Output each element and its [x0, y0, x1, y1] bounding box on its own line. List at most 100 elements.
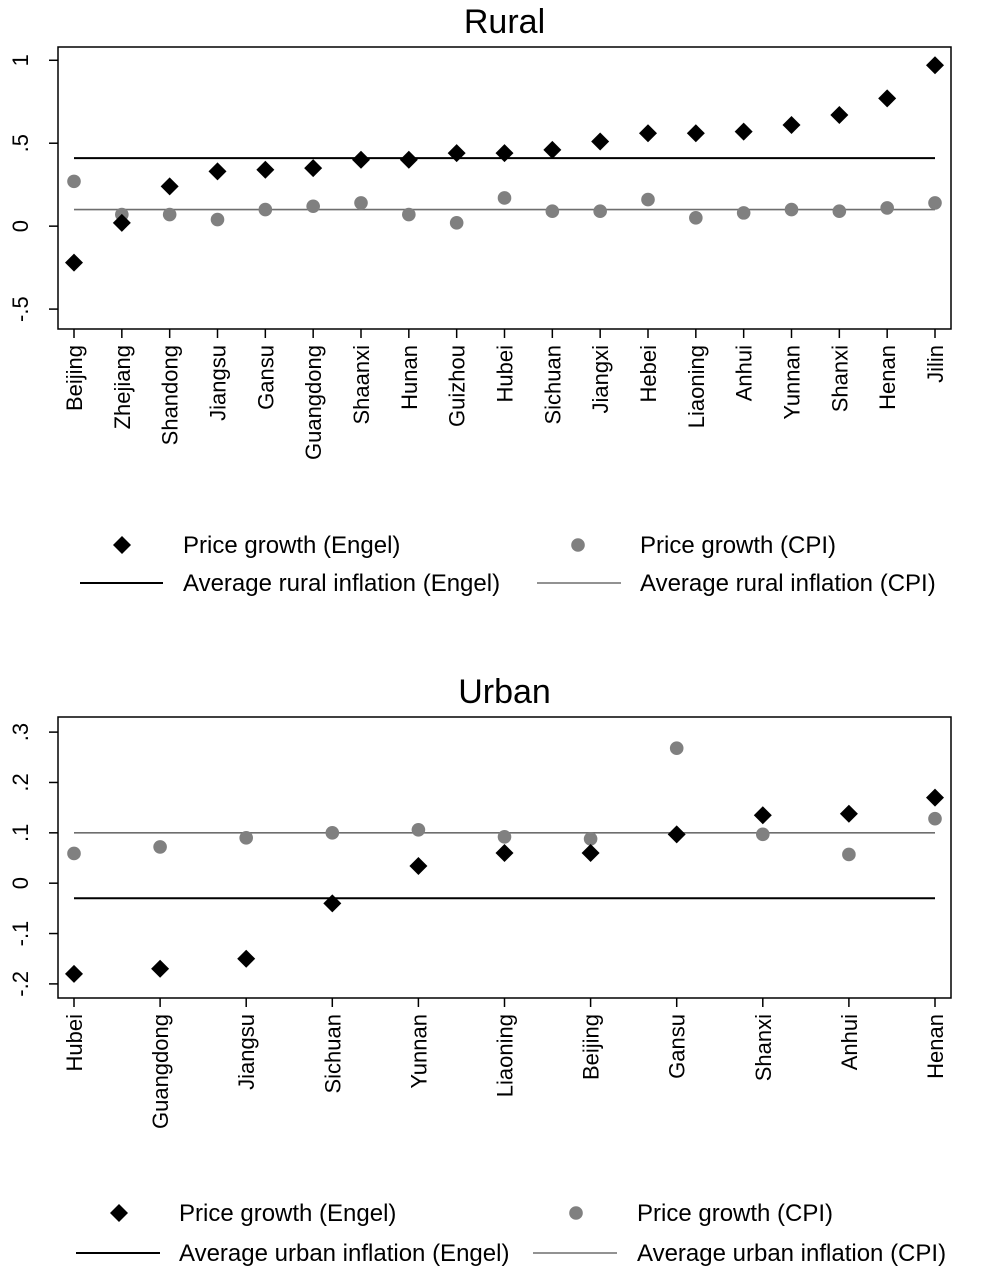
- engel-point: [65, 964, 83, 983]
- x-tick-label: Hubei: [62, 1014, 87, 1071]
- cpi-point: [593, 204, 607, 219]
- engel-point: [782, 115, 801, 134]
- x-tick-label: Sichuan: [320, 1014, 345, 1094]
- x-tick-label: Gansu: [253, 345, 278, 410]
- x-tick-label: Guizhou: [445, 345, 470, 427]
- plot-frame: [57, 46, 952, 330]
- x-tick-label: Beijing: [62, 345, 87, 411]
- y-tick-label: -.2: [8, 971, 33, 997]
- cpi-point: [784, 202, 799, 217]
- legend-engel-marker: [110, 1204, 128, 1222]
- cpi-point: [736, 206, 751, 220]
- x-tick-label: Hunan: [397, 345, 422, 410]
- x-tick-label: Beijing: [579, 1014, 604, 1080]
- legend-average-cpi-label: Average urban inflation (CPI): [637, 1240, 946, 1267]
- y-tick-label: .3: [8, 723, 33, 741]
- engel-point: [112, 213, 131, 232]
- legend-cpi-marker: [571, 538, 585, 552]
- x-tick-label: Zhejiang: [110, 345, 135, 429]
- engel-point: [686, 124, 705, 143]
- legend-cpi-label: Price growth (CPI): [640, 532, 836, 559]
- cpi-point: [641, 192, 655, 207]
- cpi-point: [689, 211, 703, 225]
- x-tick-label: Guangdong: [148, 1014, 173, 1129]
- x-tick-label: Shaanxi: [349, 345, 374, 425]
- x-tick-label: Shanxi: [827, 345, 852, 412]
- x-tick-label: Sichuan: [540, 345, 565, 425]
- x-tick-label: Liaoning: [684, 345, 709, 428]
- cpi-point: [545, 204, 560, 219]
- cpi-point: [354, 196, 368, 210]
- y-tick-label: 1: [8, 54, 33, 66]
- engel-point: [734, 122, 753, 141]
- x-tick-label: Yunnan: [780, 345, 805, 420]
- y-tick-label: .1: [8, 824, 33, 842]
- y-tick-label: -.1: [8, 921, 33, 947]
- legend-engel-label: Price growth (Engel): [179, 1200, 396, 1227]
- x-tick-label: Anhui: [837, 1014, 862, 1070]
- y-tick-label: -.5: [8, 296, 33, 322]
- engel-point: [237, 949, 256, 968]
- engel-point: [591, 132, 610, 151]
- engel-point: [151, 959, 170, 978]
- cpi-point: [162, 207, 177, 222]
- legend-cpi-label: Price growth (CPI): [637, 1200, 833, 1227]
- x-tick-label: Shandong: [158, 345, 183, 445]
- engel-point: [323, 894, 342, 913]
- engel-point: [543, 140, 562, 159]
- engel-point: [447, 144, 466, 163]
- x-tick-label: Jiangsu: [206, 345, 231, 421]
- x-tick-label: Gansu: [665, 1014, 690, 1079]
- engel-point: [304, 159, 323, 178]
- x-tick-label: Hubei: [493, 345, 518, 402]
- x-tick-label: Yunnan: [406, 1014, 431, 1089]
- x-tick-label: Shanxi: [751, 1014, 776, 1081]
- x-tick-label: Anhui: [732, 345, 757, 401]
- x-tick-label: Guangdong: [301, 345, 326, 460]
- cpi-point: [449, 216, 464, 230]
- x-tick-label: Jiangsu: [234, 1014, 259, 1090]
- cpi-point: [497, 191, 512, 205]
- engel-point: [65, 253, 83, 272]
- engel-point: [878, 89, 897, 108]
- engel-point: [753, 806, 772, 825]
- cpi-point: [67, 846, 81, 861]
- engel-point: [839, 804, 858, 823]
- engel-point: [581, 843, 600, 862]
- x-tick-label: Jiangxi: [588, 345, 613, 413]
- urban-panel: Urban -.2 -.1 0 .1 .2 .3 Hubei Guangdong Jiangsu S…: [8, 673, 952, 1267]
- cpi-point: [497, 830, 512, 844]
- engel-point: [352, 150, 370, 169]
- cpi-point: [880, 201, 894, 215]
- cpi-point: [67, 174, 81, 189]
- cpi-point: [210, 212, 225, 227]
- cpi-point: [411, 823, 426, 837]
- legend-engel-marker: [113, 536, 131, 554]
- engel-point: [409, 857, 428, 876]
- cpi-point: [756, 827, 770, 842]
- cpi-point: [306, 199, 320, 214]
- cpi-point: [832, 204, 847, 219]
- engel-point: [256, 160, 275, 179]
- engel-point: [495, 144, 514, 163]
- cpi-point: [402, 207, 416, 222]
- legend-cpi-marker: [569, 1206, 583, 1220]
- x-tick-label: Jilin: [923, 345, 948, 383]
- rural-panel: Rural -.5 0 .5 1 Beijing Zhejiang Shandong Jiang…: [8, 3, 952, 597]
- engel-point: [926, 56, 944, 75]
- cpi-point: [325, 826, 340, 840]
- cpi-point: [258, 202, 273, 217]
- x-tick-label: Henan: [875, 345, 900, 410]
- cpi-point: [669, 741, 684, 756]
- engel-point: [208, 162, 227, 181]
- y-tick-label: .2: [8, 773, 33, 791]
- engel-point: [160, 177, 179, 196]
- cpi-point: [583, 832, 598, 846]
- cpi-point: [842, 847, 856, 862]
- y-tick-label: 0: [8, 877, 33, 889]
- engel-point: [399, 150, 418, 169]
- legend-average-engel-label: Average rural inflation (Engel): [183, 570, 500, 597]
- x-tick-label: Liaoning: [493, 1014, 518, 1097]
- legend-engel-label: Price growth (Engel): [183, 532, 400, 559]
